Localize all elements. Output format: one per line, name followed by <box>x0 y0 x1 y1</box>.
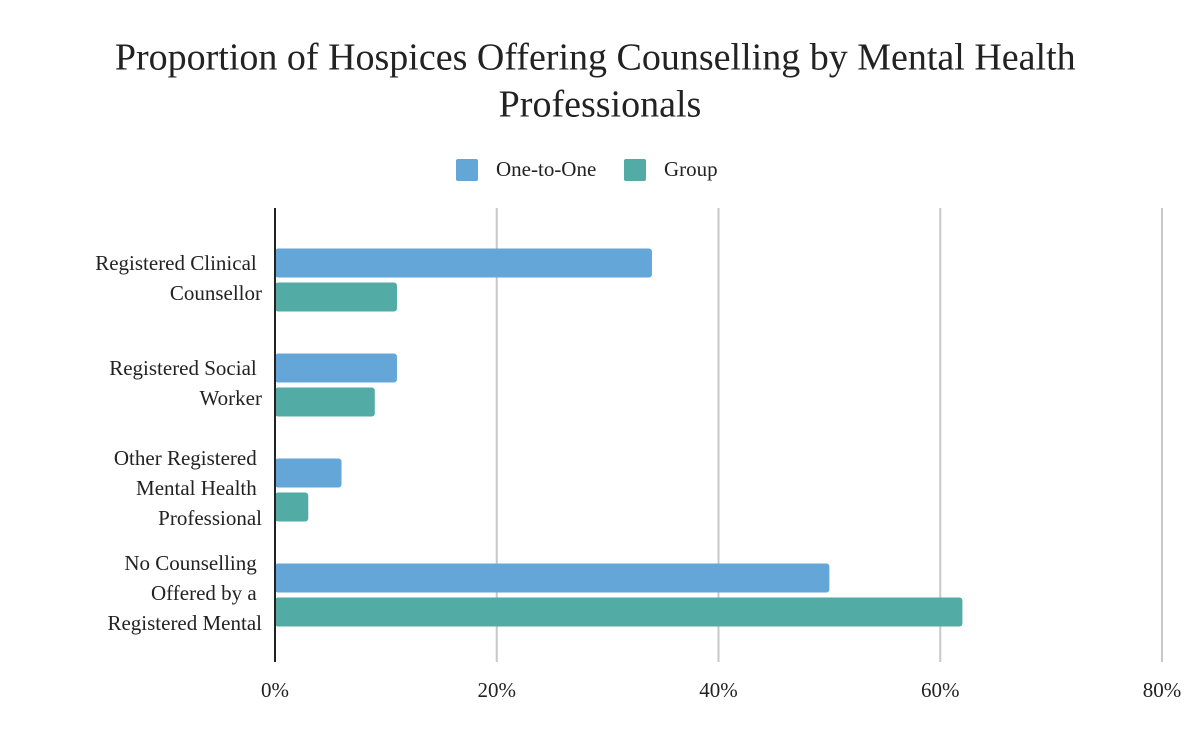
y-tick-label: No Counselling Offered by a Registered M… <box>107 551 262 635</box>
x-tick-label: 60% <box>921 678 960 702</box>
bar <box>275 458 342 488</box>
bar <box>275 597 963 627</box>
bar <box>275 492 309 522</box>
x-tick-label: 80% <box>1143 678 1182 702</box>
bar <box>275 248 652 278</box>
x-tick-label: 0% <box>261 678 289 702</box>
y-tick-label: Registered Social Worker <box>109 356 262 410</box>
bar <box>275 563 830 593</box>
legend-swatch <box>456 159 478 181</box>
bar <box>275 387 375 417</box>
bar <box>275 353 397 383</box>
y-tick-label: Registered Clinical Counsellor <box>95 251 262 305</box>
x-tick-label: 40% <box>699 678 738 702</box>
y-tick-label: Other Registered Mental Health Professio… <box>114 446 262 530</box>
bar <box>275 282 397 312</box>
chart-title: Proportion of Hospices Offering Counsell… <box>115 36 1085 125</box>
x-tick-label: 20% <box>478 678 517 702</box>
legend-label: Group <box>664 157 718 181</box>
legend-swatch <box>624 159 646 181</box>
legend-label: One-to-One <box>496 157 596 181</box>
